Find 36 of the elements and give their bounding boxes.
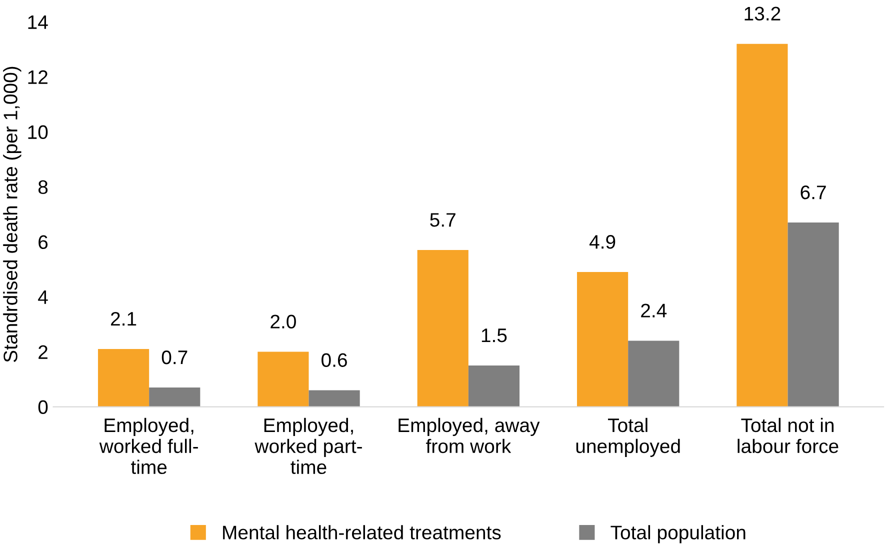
data-label: 2.0 xyxy=(270,314,296,328)
y-tick-label: 8 xyxy=(38,180,48,194)
bar xyxy=(736,44,788,407)
x-tick-label: Employed, worked full- time xyxy=(99,418,198,474)
y-tick-label: 10 xyxy=(28,125,48,140)
y-tick-label: 0 xyxy=(38,400,48,414)
x-tick-label: Total not in labour force xyxy=(738,418,838,454)
x-tick-label: Employed, worked part- time xyxy=(254,418,362,474)
bar xyxy=(788,222,839,407)
bar xyxy=(308,390,360,407)
data-label: 2.1 xyxy=(111,312,136,326)
y-tick-label: 4 xyxy=(38,290,48,304)
data-label: 1.5 xyxy=(482,328,507,342)
y-tick-label: 2 xyxy=(38,345,48,359)
data-label: 0.7 xyxy=(162,350,188,364)
data-label: 0.6 xyxy=(322,353,347,367)
x-tick-label: Total unemployed xyxy=(576,418,680,457)
bar xyxy=(628,340,680,407)
bar xyxy=(576,272,628,407)
bar xyxy=(468,366,520,407)
y-axis-title: Standrdised death rate (per 1,000) xyxy=(3,66,22,362)
bar xyxy=(417,250,468,407)
bar xyxy=(149,388,200,407)
data-label: 2.4 xyxy=(641,304,667,318)
y-tick-label: 14 xyxy=(28,16,48,29)
x-tick-label: Employed, away from work xyxy=(398,418,540,454)
y-tick-label: 6 xyxy=(38,235,48,250)
data-label: 4.9 xyxy=(589,234,616,249)
legend-label: Total population xyxy=(610,525,746,544)
legend-label: Mental health-related treatments xyxy=(223,525,501,540)
data-label: 13.2 xyxy=(744,6,780,21)
y-tick-label: 12 xyxy=(28,70,48,84)
data-label: 5.7 xyxy=(430,213,456,227)
bar xyxy=(98,349,150,407)
data-label: 6.7 xyxy=(800,185,826,200)
bar xyxy=(258,352,309,407)
